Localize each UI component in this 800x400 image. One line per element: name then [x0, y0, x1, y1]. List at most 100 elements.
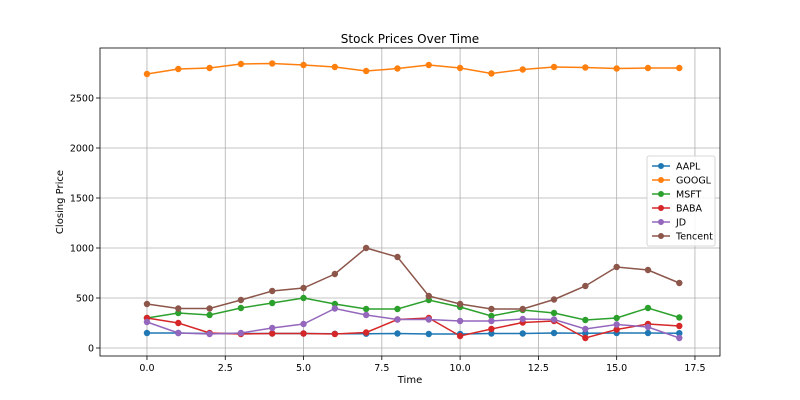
y-axis: 0 500 1000 1500 2000 2500 [70, 94, 100, 355]
legend-label-jd: JD [675, 218, 686, 229]
y-tick-label: 1500 [70, 194, 94, 205]
series-line-jd [146, 307, 680, 339]
legend-box [646, 155, 716, 247]
data-point-tencent [269, 287, 276, 295]
series-lines [146, 62, 680, 339]
data-point-baba [269, 330, 276, 337]
data-point-jd [550, 316, 558, 323]
legend-swatch-marker-baba [658, 205, 664, 211]
legend-swatch-marker-googl [658, 177, 664, 183]
data-point-baba [613, 326, 620, 333]
data-point-msft [300, 294, 307, 302]
data-point-jd [425, 316, 432, 323]
data-point-msft [237, 304, 245, 312]
data-point-msft [488, 312, 495, 320]
x-tick-label: 10.0 [450, 363, 471, 374]
series-line-msft [146, 297, 680, 321]
data-point-jd [269, 324, 276, 332]
data-point-jd [676, 334, 683, 342]
data-point-tencent [519, 305, 526, 313]
data-point-aapl [143, 329, 151, 337]
x-tick-label: 5.0 [296, 363, 311, 374]
data-point-jd [613, 321, 620, 328]
data-point-tencent [394, 253, 401, 261]
data-point-msft [676, 314, 683, 321]
legend-swatch-marker-tencent [658, 233, 664, 239]
x-tick-label: 12.5 [528, 363, 549, 374]
x-tick-label: 17.5 [684, 363, 705, 374]
series-line-baba [146, 317, 680, 339]
series-points [143, 60, 683, 342]
data-point-aapl [488, 330, 495, 337]
data-point-msft [394, 305, 401, 313]
legend-swatch-marker-jd [658, 219, 664, 225]
legend-label-baba: BABA [676, 204, 703, 215]
data-point-googl [425, 61, 432, 69]
data-point-googl [582, 64, 589, 71]
data-point-msft [550, 309, 558, 317]
data-point-baba [362, 329, 370, 336]
data-point-tencent [488, 305, 495, 313]
data-point-googl [519, 66, 526, 73]
data-point-tencent [143, 300, 151, 308]
data-point-aapl [676, 330, 683, 337]
x-axis: 0.0 2.5 5.0 7.5 10.0 12.5 15.0 17.5 [139, 356, 706, 374]
data-point-baba [300, 330, 307, 337]
legend: AAPL GOOGL MSFT BABA JD Tencent [646, 155, 716, 247]
y-tick-label: 0 [88, 344, 94, 355]
data-point-tencent [175, 305, 182, 312]
data-point-jd [582, 325, 589, 333]
data-point-tencent [300, 284, 307, 292]
x-tick-label: 0.0 [139, 363, 154, 374]
data-point-jd [519, 315, 526, 323]
y-tick-label: 1000 [70, 244, 94, 255]
data-point-aapl [550, 329, 558, 337]
data-point-baba [676, 322, 683, 330]
x-tick-label: 7.5 [374, 363, 389, 374]
data-point-aapl [425, 330, 432, 338]
data-point-tencent [331, 270, 339, 278]
data-point-googl [331, 63, 339, 71]
data-point-googl [206, 64, 213, 72]
gridlines [100, 48, 720, 356]
data-point-googl [237, 60, 245, 68]
data-point-jd [206, 330, 213, 338]
y-axis-label: Closing Price [55, 170, 66, 234]
chart-title: Stock Prices Over Time [341, 32, 479, 46]
data-point-aapl [394, 330, 401, 337]
data-point-baba [175, 319, 182, 327]
data-point-tencent [362, 244, 370, 252]
data-point-msft [269, 299, 276, 307]
data-point-jd [237, 329, 245, 337]
legend-label-tencent: Tencent [675, 232, 713, 243]
data-point-googl [488, 70, 495, 77]
data-point-tencent [582, 282, 589, 290]
x-axis-label: Time [397, 375, 422, 386]
data-point-baba [488, 325, 495, 333]
legend-swatch-marker-msft [658, 191, 664, 197]
plot-frame [99, 47, 721, 357]
data-point-tencent [676, 279, 683, 287]
legend-label-msft: MSFT [676, 190, 702, 201]
y-tick-label: 2000 [70, 144, 94, 155]
data-point-googl [300, 61, 307, 69]
x-tick-label: 15.0 [606, 363, 627, 374]
data-point-tencent [456, 300, 464, 308]
data-point-msft [331, 300, 339, 308]
data-point-jd [362, 311, 370, 319]
data-point-aapl [644, 329, 652, 337]
data-point-jd [456, 317, 464, 325]
data-point-baba [582, 334, 589, 342]
data-point-jd [331, 305, 339, 312]
legend-label-googl: GOOGL [676, 176, 712, 187]
data-point-msft [582, 316, 589, 324]
data-point-googl [613, 65, 620, 72]
data-point-jd [175, 329, 182, 337]
data-point-googl [550, 63, 558, 71]
data-point-googl [175, 65, 182, 73]
series-line-tencent [146, 247, 680, 310]
data-point-jd [644, 323, 652, 331]
y-tick-label: 2500 [70, 94, 94, 105]
